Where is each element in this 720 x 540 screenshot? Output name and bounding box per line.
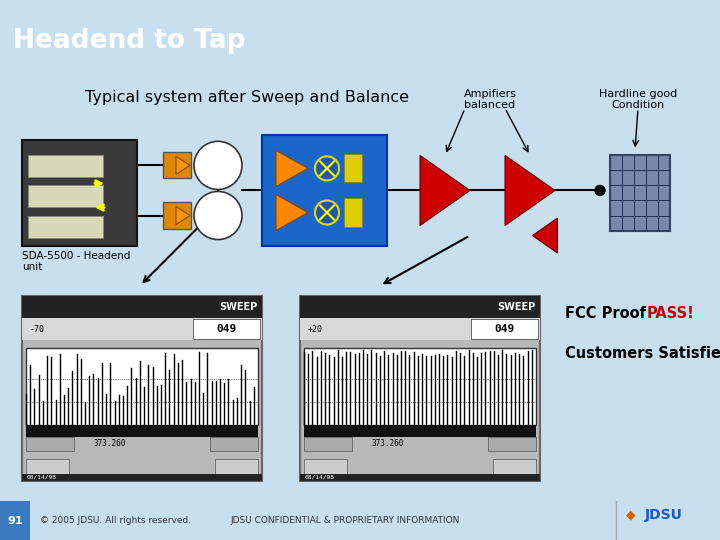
- Text: JDSU: JDSU: [644, 508, 683, 522]
- Bar: [215, 459, 258, 474]
- Bar: [0, 501, 30, 540]
- Text: 373.260: 373.260: [94, 440, 127, 449]
- Bar: [28, 156, 103, 178]
- Text: SDA-5500 - Headend
unit: SDA-5500 - Headend unit: [22, 251, 130, 272]
- Bar: [304, 459, 347, 474]
- Circle shape: [595, 185, 605, 195]
- Text: 049: 049: [216, 324, 237, 334]
- Bar: [492, 459, 536, 474]
- Text: FCC Proof: FCC Proof: [565, 306, 651, 321]
- Bar: [28, 185, 103, 207]
- Text: Ampifiers
balanced: Ampifiers balanced: [464, 89, 516, 110]
- Bar: [22, 296, 262, 318]
- Polygon shape: [276, 194, 308, 231]
- Bar: [610, 156, 670, 231]
- Text: ◆: ◆: [626, 508, 636, 521]
- Text: 049: 049: [494, 324, 515, 334]
- Bar: [300, 296, 540, 318]
- Bar: [28, 215, 103, 238]
- Bar: [26, 459, 69, 474]
- Bar: [304, 426, 536, 436]
- Bar: [304, 436, 352, 451]
- Polygon shape: [533, 218, 557, 253]
- Circle shape: [194, 141, 242, 190]
- Text: 08/14/98: 08/14/98: [27, 475, 57, 480]
- Bar: [26, 426, 258, 436]
- Bar: [163, 152, 191, 178]
- Text: JDSU CONFIDENTIAL & PROPRIETARY INFORMATION: JDSU CONFIDENTIAL & PROPRIETARY INFORMAT…: [231, 516, 460, 525]
- Circle shape: [315, 157, 339, 180]
- Text: Customers Satisfied!: Customers Satisfied!: [565, 346, 720, 361]
- Bar: [26, 436, 74, 451]
- Bar: [210, 436, 258, 451]
- Bar: [26, 348, 258, 426]
- Polygon shape: [505, 156, 555, 226]
- Text: © 2005 JDSU. All rights reserved.: © 2005 JDSU. All rights reserved.: [40, 516, 191, 525]
- Text: 373.260: 373.260: [372, 440, 405, 449]
- Circle shape: [315, 200, 339, 225]
- Bar: [300, 474, 540, 481]
- Bar: [488, 436, 536, 451]
- Bar: [22, 140, 137, 246]
- Text: SWEEP: SWEEP: [497, 302, 535, 312]
- Text: PASS!: PASS!: [647, 306, 695, 321]
- Bar: [22, 318, 262, 340]
- Bar: [163, 202, 191, 228]
- Text: 08/14/98: 08/14/98: [305, 475, 335, 480]
- Polygon shape: [176, 206, 190, 225]
- Bar: [22, 296, 262, 481]
- Bar: [262, 136, 387, 246]
- Text: Headend to Tap: Headend to Tap: [13, 28, 246, 53]
- Text: SWEEP: SWEEP: [219, 302, 257, 312]
- Bar: [471, 319, 538, 339]
- Polygon shape: [276, 150, 308, 186]
- Polygon shape: [420, 156, 470, 226]
- Bar: [300, 296, 540, 481]
- Text: 91: 91: [7, 516, 23, 525]
- Text: -70: -70: [30, 325, 45, 334]
- Text: Typical system after Sweep and Balance: Typical system after Sweep and Balance: [85, 90, 409, 105]
- Text: Hardline good
Condition: Hardline good Condition: [599, 89, 677, 110]
- Bar: [344, 199, 362, 227]
- Bar: [193, 319, 260, 339]
- Circle shape: [194, 192, 242, 240]
- Bar: [22, 474, 262, 481]
- Polygon shape: [176, 157, 190, 174]
- Bar: [344, 154, 362, 183]
- Bar: [300, 318, 540, 340]
- Bar: [304, 348, 536, 426]
- Text: +20: +20: [308, 325, 323, 334]
